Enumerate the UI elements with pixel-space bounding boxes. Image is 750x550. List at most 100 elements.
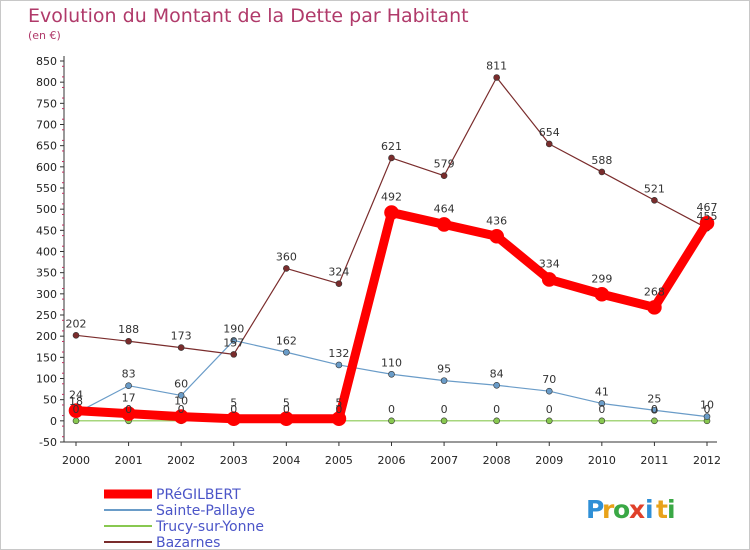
data-label: 436 — [486, 214, 507, 227]
data-label: 455 — [697, 210, 718, 223]
legend-label: Trucy-sur-Yonne — [155, 519, 264, 535]
data-label: 0 — [388, 403, 395, 416]
data-label: 521 — [644, 182, 665, 195]
y-tick-label: 450 — [36, 224, 57, 237]
x-tick-label: 2000 — [62, 454, 90, 467]
data-label: 202 — [66, 317, 87, 330]
data-point — [331, 411, 347, 427]
y-tick-label: 750 — [36, 97, 57, 110]
data-point — [125, 382, 132, 389]
x-tick-label: 2007 — [430, 454, 458, 467]
data-label: 811 — [486, 60, 507, 73]
data-point — [440, 417, 448, 425]
data-label: 0 — [283, 403, 290, 416]
data-point — [598, 400, 606, 407]
data-point — [72, 332, 80, 339]
data-label: 17 — [122, 392, 136, 405]
data-label: 41 — [595, 385, 609, 398]
legend-label: Sainte-Pallaye — [156, 503, 255, 519]
x-tick-label: 2006 — [378, 454, 406, 467]
data-label: 190 — [223, 322, 244, 335]
x-tick-label: 2005 — [325, 454, 353, 467]
data-point — [121, 406, 136, 421]
data-label: 268 — [644, 285, 665, 298]
x-tick-label: 2004 — [272, 454, 300, 467]
data-label: 299 — [591, 272, 612, 285]
data-point — [388, 417, 395, 425]
data-point — [594, 286, 610, 302]
data-point — [489, 228, 504, 244]
x-tick-label: 2003 — [220, 454, 248, 467]
data-point — [598, 417, 606, 425]
data-point — [440, 172, 448, 180]
data-point — [436, 217, 452, 232]
y-tick-label: 650 — [36, 140, 57, 153]
data-label: 0 — [598, 403, 605, 416]
y-tick-label: 0 — [50, 415, 57, 428]
data-label: 0 — [335, 403, 342, 416]
data-point — [177, 344, 185, 351]
data-label: 10 — [174, 395, 188, 408]
data-point — [703, 413, 711, 420]
data-point — [125, 337, 132, 345]
data-point — [68, 403, 84, 418]
data-label: 95 — [437, 363, 451, 376]
data-label: 84 — [490, 367, 504, 380]
data-label: 173 — [171, 330, 192, 343]
chart-subtitle: (en €) — [28, 29, 61, 42]
data-point — [651, 417, 658, 425]
y-tick-label: 700 — [36, 119, 57, 132]
y-tick-label: -50 — [39, 436, 57, 449]
data-point — [177, 392, 185, 399]
data-label: 0 — [441, 403, 448, 416]
data-label: 654 — [539, 126, 560, 139]
data-label: 0 — [493, 403, 500, 416]
data-label: 188 — [118, 323, 139, 336]
y-tick-label: 800 — [36, 76, 57, 89]
data-point — [72, 417, 80, 425]
y-tick-label: 500 — [36, 203, 57, 216]
data-point — [283, 348, 290, 356]
data-label: 588 — [591, 154, 612, 167]
data-point — [493, 381, 500, 389]
data-label: 464 — [434, 202, 455, 215]
y-tick-label: 300 — [36, 288, 57, 301]
data-point — [388, 370, 395, 378]
data-label: 83 — [122, 368, 136, 381]
data-point — [545, 140, 553, 148]
data-label: 492 — [381, 191, 402, 204]
data-point — [651, 196, 658, 204]
chart-title: Evolution du Montant de la Dette par Hab… — [28, 5, 469, 27]
x-tick-label: 2008 — [483, 454, 511, 467]
logo-letter: i — [645, 495, 654, 524]
logo-letter: t — [656, 495, 668, 524]
data-point — [647, 300, 662, 315]
data-point — [388, 154, 395, 162]
data-label: 334 — [539, 257, 560, 270]
data-point — [545, 387, 553, 395]
data-label: 25 — [647, 392, 661, 405]
data-label: 0 — [73, 403, 80, 416]
series-line-0 — [71, 208, 712, 424]
data-point — [335, 361, 343, 369]
x-tick-label: 2002 — [167, 454, 195, 467]
logo-letter: i — [667, 495, 676, 524]
data-label: 110 — [381, 356, 402, 369]
data-label: 0 — [546, 403, 553, 416]
y-tick-label: 550 — [36, 182, 57, 195]
data-label: 0 — [704, 403, 711, 416]
y-tick-label: 150 — [36, 351, 57, 364]
data-point — [226, 411, 242, 427]
x-tick-label: 2012 — [693, 454, 721, 467]
logo-letter: P — [586, 495, 604, 524]
data-point — [384, 205, 399, 220]
data-label: 162 — [276, 334, 297, 347]
data-label: 0 — [651, 403, 658, 416]
data-label: 132 — [328, 347, 349, 360]
data-label: 579 — [434, 158, 455, 171]
y-tick-label: 200 — [36, 330, 57, 343]
data-point — [173, 409, 189, 424]
data-point — [545, 417, 553, 425]
